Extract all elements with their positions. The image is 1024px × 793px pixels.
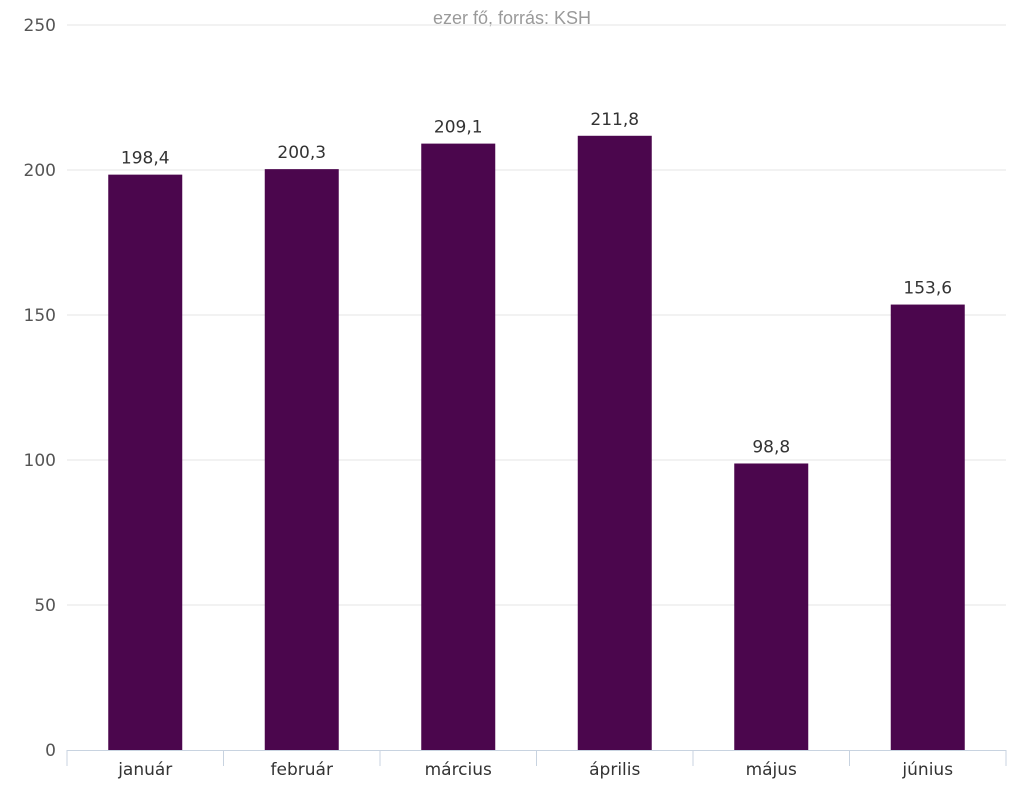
x-axis: január február március április május június <box>66 750 1007 780</box>
bar-május <box>734 463 809 750</box>
y-axis-ticks: 0 50 100 150 200 250 <box>24 16 56 761</box>
bar-június <box>890 304 965 750</box>
data-label: 200,3 <box>277 143 326 163</box>
data-labels: 198,4 200,3 209,1 211,8 98,8 153,6 <box>121 110 952 458</box>
data-label: 153,6 <box>903 279 952 299</box>
x-category-label: január <box>117 760 172 780</box>
chart-subtitle: ezer fő, forrás: KSH <box>433 8 591 28</box>
bar-január <box>108 174 183 750</box>
x-category-label: április <box>589 760 640 780</box>
x-category-label: június <box>901 760 953 780</box>
y-tick-label: 50 <box>34 596 56 616</box>
y-tick-label: 250 <box>24 16 56 36</box>
y-tick-label: 150 <box>24 306 56 326</box>
x-category-label: május <box>746 760 797 780</box>
y-tick-label: 0 <box>45 741 56 761</box>
y-tick-label: 100 <box>24 451 56 471</box>
gridlines <box>67 24 1006 606</box>
bars <box>108 135 965 751</box>
bar-február <box>264 169 339 750</box>
y-tick-label: 200 <box>24 161 56 181</box>
data-label: 211,8 <box>590 110 639 130</box>
x-category-label: március <box>425 760 492 780</box>
bar-március <box>421 143 496 751</box>
bar-április <box>577 135 652 750</box>
data-label: 98,8 <box>752 437 790 457</box>
x-category-label: február <box>271 760 333 780</box>
data-label: 209,1 <box>434 118 483 138</box>
data-label: 198,4 <box>121 149 170 169</box>
